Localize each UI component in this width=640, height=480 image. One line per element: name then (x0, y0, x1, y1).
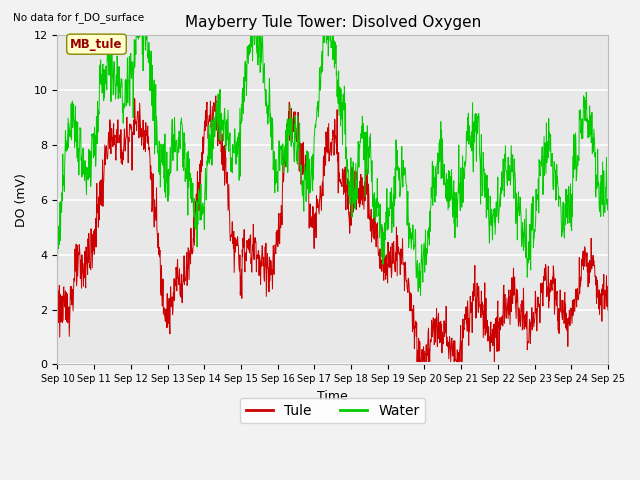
Y-axis label: DO (mV): DO (mV) (15, 173, 28, 227)
Tule (212, 93, 220, 99)
Tule (163, 312, 170, 317)
X-axis label: Time: Time (317, 390, 348, 403)
Line: Water: Water (58, 30, 608, 296)
Tule (176, 285, 184, 291)
Tule (604, 308, 612, 313)
Water (491, 205, 499, 211)
Tule (491, 323, 499, 329)
Legend: Tule, Water: Tule, Water (240, 398, 426, 423)
Water (417, 293, 424, 299)
Water (604, 200, 612, 205)
Text: MB_tule: MB_tule (70, 37, 123, 51)
Tule (413, 359, 421, 365)
Line: Tule: Tule (58, 96, 608, 362)
Text: No data for f_DO_surface: No data for f_DO_surface (13, 12, 144, 23)
Water (238, 118, 246, 124)
Water (419, 279, 427, 285)
Tule (419, 359, 427, 365)
Water (163, 149, 171, 155)
Tule (54, 313, 61, 319)
Tule (540, 287, 547, 292)
Water (106, 27, 113, 33)
Title: Mayberry Tule Tower: Disolved Oxygen: Mayberry Tule Tower: Disolved Oxygen (184, 15, 481, 30)
Tule (238, 296, 246, 301)
Water (54, 266, 61, 272)
Water (177, 146, 184, 152)
Water (540, 176, 547, 182)
